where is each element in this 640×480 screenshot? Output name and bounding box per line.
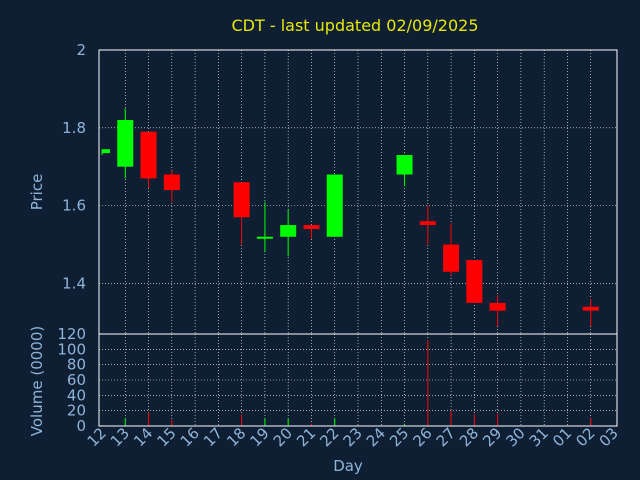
price-y-axis-label: Price bbox=[28, 174, 46, 211]
candle-29 bbox=[489, 295, 506, 327]
volume-y-tick-label: 60 bbox=[67, 371, 86, 389]
candle-body bbox=[419, 221, 436, 226]
price-y-tick-label: 2 bbox=[76, 41, 86, 59]
candle-25 bbox=[396, 155, 413, 187]
candle-body bbox=[117, 120, 134, 167]
candle-22 bbox=[326, 174, 343, 237]
candle-body bbox=[280, 225, 297, 237]
chart-title: CDT - last updated 02/09/2025 bbox=[232, 16, 479, 35]
candle-body bbox=[466, 260, 483, 303]
candle-28 bbox=[466, 260, 483, 303]
volume-y-tick-label: 20 bbox=[67, 402, 86, 420]
candle-14 bbox=[140, 131, 157, 189]
price-candles bbox=[101, 108, 599, 327]
volume-plot-border bbox=[98, 333, 618, 427]
price-panel: 1.4 1.6 1.8 2 Price bbox=[28, 41, 618, 335]
volume-y-tick-label: 120 bbox=[57, 325, 86, 343]
volume-y-tick-label: 40 bbox=[67, 386, 86, 404]
candle-body bbox=[140, 131, 157, 179]
candle-20 bbox=[280, 209, 297, 257]
candle-body bbox=[396, 155, 413, 175]
candle-13 bbox=[117, 108, 134, 179]
candle-15 bbox=[163, 170, 180, 202]
candle-body bbox=[233, 182, 250, 218]
candle-18 bbox=[233, 182, 250, 245]
candle-body bbox=[303, 225, 320, 229]
volume-y-tick-label: 100 bbox=[57, 340, 86, 358]
volume-y-tick-label: 0 bbox=[76, 417, 86, 435]
price-y-tick-label: 1.4 bbox=[62, 274, 86, 292]
candle-27 bbox=[443, 223, 460, 276]
candle-02 bbox=[582, 298, 599, 327]
candle-12 bbox=[101, 149, 110, 156]
candle-body bbox=[256, 236, 273, 239]
candle-body bbox=[443, 244, 460, 272]
volume-grid bbox=[99, 334, 617, 426]
x-axis-label: Day bbox=[333, 457, 363, 475]
candle-21 bbox=[303, 225, 320, 239]
volume-bars bbox=[101, 340, 592, 426]
candle-19 bbox=[256, 201, 273, 253]
x-axis-ticks: 1213141516171819202122232425262728293031… bbox=[84, 424, 622, 450]
candle-body bbox=[326, 174, 343, 237]
volume-y-tick-label: 80 bbox=[67, 356, 86, 374]
candle-body bbox=[163, 174, 180, 191]
price-y-ticks: 1.4 1.6 1.8 2 bbox=[62, 41, 86, 292]
price-y-tick-label: 1.6 bbox=[62, 197, 86, 215]
candle-26 bbox=[419, 205, 436, 245]
candle-body bbox=[489, 302, 506, 311]
price-y-tick-label: 1.8 bbox=[62, 119, 86, 137]
candle-body bbox=[102, 149, 110, 154]
candle-body bbox=[582, 306, 599, 311]
volume-y-axis-label: Volume (0000) bbox=[28, 326, 46, 436]
